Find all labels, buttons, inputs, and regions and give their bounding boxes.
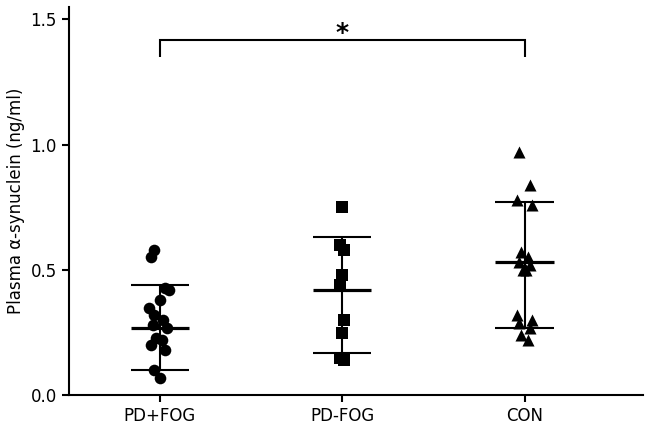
Point	[157, 337, 167, 343]
Point	[151, 334, 161, 341]
Y-axis label: Plasma α-synuclein (ng/ml): Plasma α-synuclein (ng/ml)	[7, 88, 25, 314]
Point	[525, 261, 535, 268]
Point	[144, 304, 154, 311]
Point	[339, 357, 349, 364]
Point	[526, 317, 537, 324]
Point	[514, 319, 525, 326]
Point	[339, 247, 349, 254]
Point	[515, 249, 526, 256]
Point	[514, 149, 525, 156]
Point	[155, 374, 165, 381]
Point	[335, 241, 346, 248]
Point	[148, 322, 158, 329]
Point	[155, 297, 165, 304]
Point	[160, 284, 170, 291]
Point	[523, 337, 534, 343]
Point	[150, 311, 160, 318]
Point	[523, 254, 534, 261]
Point	[514, 259, 525, 266]
Point	[525, 181, 535, 188]
Point	[159, 317, 169, 324]
Point	[164, 286, 174, 293]
Point	[339, 317, 349, 324]
Point	[526, 201, 537, 208]
Point	[525, 324, 535, 331]
Point	[512, 197, 523, 203]
Point	[337, 204, 347, 211]
Point	[512, 311, 523, 318]
Point	[335, 354, 346, 361]
Point	[521, 267, 532, 273]
Point	[146, 254, 156, 261]
Point	[160, 347, 170, 354]
Point	[337, 272, 347, 279]
Point	[337, 329, 347, 336]
Point	[150, 247, 160, 254]
Point	[517, 267, 528, 273]
Point	[162, 324, 172, 331]
Point	[150, 367, 160, 374]
Point	[335, 282, 346, 289]
Point	[146, 342, 156, 349]
Text: *: *	[335, 21, 349, 44]
Point	[515, 332, 526, 339]
